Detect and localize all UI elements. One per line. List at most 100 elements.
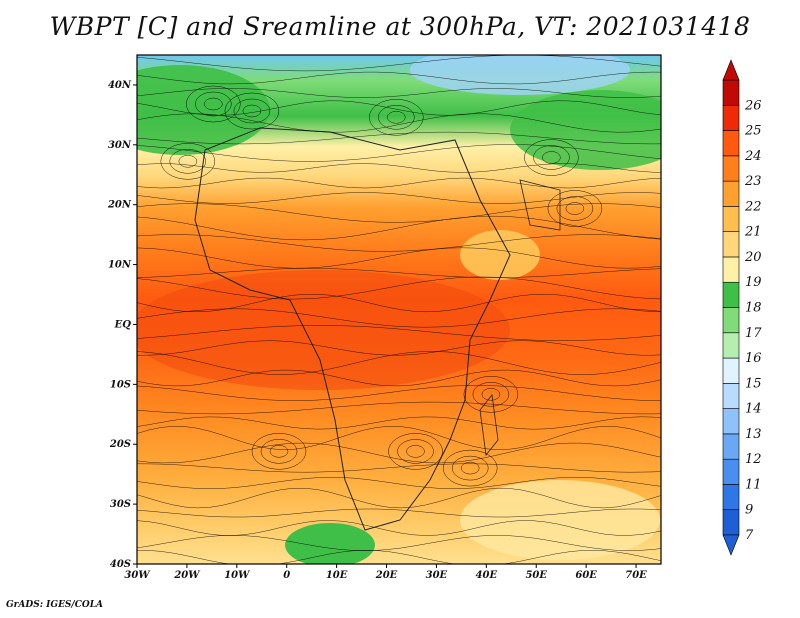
- streamline-eddy: [460, 461, 480, 475]
- colorbar-label: 12: [745, 452, 762, 467]
- colorbar: 7 9 11 12 13 14 15 16 17 18 19 20 21 22 23 24 25 26: [722, 59, 762, 556]
- streamline: [137, 369, 661, 387]
- streamline: [137, 442, 661, 464]
- streamline-eddy: [533, 145, 570, 170]
- colorbar-label: 26: [744, 98, 762, 113]
- arabia-coastline: [519, 179, 561, 231]
- colorbar-segment: [722, 458, 740, 485]
- streamline: [137, 71, 661, 85]
- streamline: [137, 234, 661, 252]
- lon-tick-label: 20W: [173, 570, 201, 581]
- streamline: [137, 535, 661, 551]
- green-north-west: [137, 65, 270, 155]
- streamline-eddy: [178, 155, 198, 168]
- streamline-eddy: [463, 376, 519, 413]
- streamline-eddy: [397, 439, 434, 464]
- streamline: [137, 177, 661, 189]
- blue-north: [410, 55, 630, 95]
- lat-tick-label: EQ: [114, 319, 132, 330]
- colorbar-segment: [722, 231, 740, 258]
- map-field: [137, 55, 661, 564]
- streamline: [137, 426, 661, 450]
- colorbar-segment: [722, 357, 740, 384]
- streamline: [137, 520, 661, 536]
- streamline: [137, 268, 661, 278]
- colorbar-label: 25: [744, 124, 762, 139]
- streamline-eddy: [442, 449, 498, 487]
- lat-tick-label: 40N: [108, 80, 132, 91]
- streamline-eddy: [169, 149, 207, 174]
- streamline-eddy: [233, 98, 271, 124]
- streamline-eddy: [260, 439, 298, 464]
- streamline: [137, 508, 661, 518]
- streamline: [137, 192, 661, 204]
- colorbar-segment: [722, 307, 740, 334]
- streamline-eddy: [378, 105, 415, 130]
- lat-tick-label: 30S: [110, 499, 131, 510]
- streamline: [137, 215, 661, 241]
- colorbar-segment: [722, 509, 740, 536]
- streamline-eddy: [547, 190, 603, 227]
- colorbar-segment: [722, 130, 740, 157]
- streamline-eddy: [388, 433, 443, 470]
- streamline: [137, 88, 661, 98]
- streamline: [137, 113, 661, 133]
- streamline-eddy: [224, 92, 280, 130]
- lon-tick-label: 70E: [625, 570, 647, 581]
- lat-tick-label: 10S: [110, 379, 131, 390]
- streamline: [137, 550, 661, 564]
- streamline-eddy: [387, 111, 406, 124]
- lon-tick-label: 10E: [326, 570, 348, 581]
- colorbar-label: 17: [745, 326, 762, 341]
- colorbar-segment: [722, 256, 740, 283]
- lon-tick-label: 50E: [525, 570, 547, 581]
- streamline: [137, 325, 661, 341]
- lon-tick-label: 10W: [224, 570, 251, 581]
- lat-tick-label: 10N: [108, 260, 132, 271]
- colorbar-label: 20: [744, 250, 762, 265]
- colorbar-label: 21: [744, 225, 762, 240]
- streamline: [137, 477, 661, 489]
- colorbar-segment: [722, 155, 740, 182]
- streamline: [137, 247, 661, 269]
- streamline-eddy: [242, 104, 262, 118]
- streamline-eddy: [369, 99, 424, 136]
- streamline: [137, 308, 661, 328]
- streamline-eddy: [556, 196, 594, 221]
- lat-tick-label: 20S: [109, 439, 131, 450]
- streamline-eddy: [481, 388, 501, 401]
- streamline: [137, 293, 661, 313]
- lat-tick-label: 30N: [108, 140, 132, 151]
- streamline: [137, 55, 661, 72]
- light-south-east: [460, 480, 660, 560]
- colorbar-segment: [722, 180, 740, 207]
- colorbar-segment: [722, 408, 740, 435]
- streamline-eddy: [195, 91, 232, 117]
- colorbar-segment: [722, 104, 740, 131]
- streamlines: [137, 55, 661, 564]
- colorbar-label: 15: [745, 376, 762, 391]
- streamline-eddy: [186, 85, 241, 123]
- map-title: WBPT [C] and Sreamline at 300hPa, VT: 20…: [49, 12, 751, 41]
- lon-tick-label: 60E: [575, 570, 597, 581]
- latitude-axis: 40N 30N 20N 10N EQ 10S 20S 30S 40S: [107, 80, 137, 570]
- colorbar-label: 18: [745, 301, 762, 316]
- colorbar-label: 22: [744, 199, 762, 214]
- lon-tick-label: 0: [283, 570, 290, 581]
- colorbar-label: 23: [744, 174, 762, 189]
- colorbar-segment: [722, 433, 740, 460]
- streamline-eddy: [160, 143, 216, 180]
- colorbar-top-arrow: [722, 59, 740, 81]
- streamline: [137, 463, 661, 473]
- streamline: [137, 385, 661, 401]
- colorbar-label: 16: [745, 351, 762, 366]
- lon-tick-label: 30W: [124, 570, 151, 581]
- africa-coastline: [194, 127, 511, 531]
- colorbar-label: 13: [745, 427, 762, 442]
- streamline-eddy: [269, 445, 289, 458]
- colorbar-label: 9: [745, 503, 753, 518]
- streamline: [137, 163, 661, 173]
- lat-tick-label: 40S: [110, 559, 131, 570]
- lon-tick-label: 40E: [476, 570, 498, 581]
